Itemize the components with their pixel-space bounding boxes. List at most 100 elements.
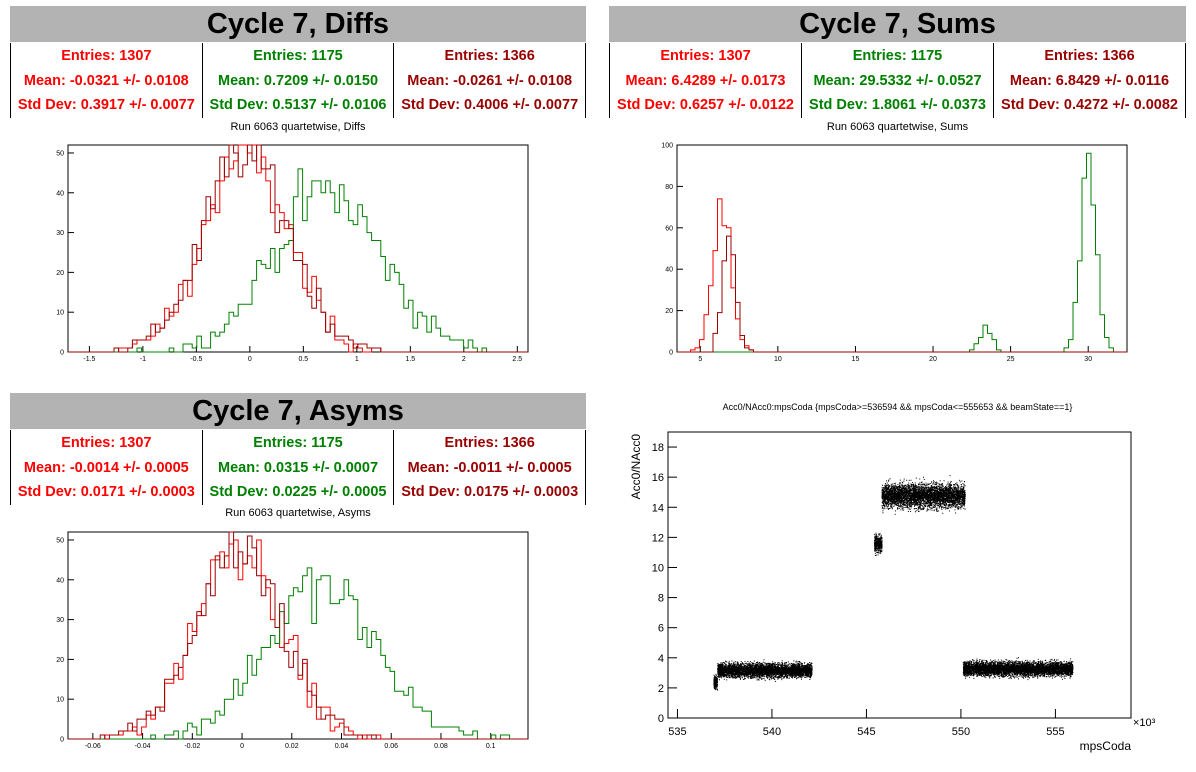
y-tick-label: 10: [56, 310, 64, 317]
y-tick-label: 100: [661, 143, 673, 150]
scatter-frame: [667, 431, 1132, 719]
y-tick-label: 18: [652, 442, 664, 454]
y-tick-label: 0: [658, 713, 664, 725]
stat-mean: Mean: -0.0261 +/- 0.0108: [407, 72, 573, 89]
x-tick-label: 30: [1084, 356, 1092, 363]
stat-entries: Entries: 1175: [253, 48, 343, 64]
diffs-frame: [67, 144, 529, 353]
stat-mean: Mean: 0.0315 +/- 0.0007: [218, 459, 379, 476]
stat-entries: Entries: 1366: [444, 48, 535, 64]
diffs-stat-green: Entries: 1175 Mean: 0.7209 +/- 0.0150 St…: [203, 43, 395, 118]
y-tick-label: 40: [56, 190, 64, 197]
x-axis-label: mpsCoda: [1080, 739, 1132, 753]
y-tick-label: 30: [56, 617, 64, 624]
x-tick-label: 535: [668, 726, 686, 738]
stat-entries: Entries: 1307: [61, 435, 152, 451]
x-scale-label: ×10³: [1133, 717, 1156, 729]
asyms-stat-red: Entries: 1307 Mean: -0.0014 +/- 0.0005 S…: [11, 430, 203, 505]
x-tick-label: 0.1: [486, 743, 496, 750]
x-tick-label: 0: [240, 743, 244, 750]
sums-title: Cycle 7, Sums: [609, 6, 1186, 42]
diffs-axes: -1.5 -1 -0.5 0 0.5 1 1.5 2 2.5 0 10 20 30 40 50: [56, 144, 529, 363]
y-tick-label: 0: [669, 350, 673, 357]
stat-std: Std Dev: 0.0171 +/- 0.0003: [17, 484, 195, 500]
sums-stat-darkred: Entries: 1366 Mean: 6.8429 +/- 0.0116 St…: [994, 43, 1185, 118]
sums-series: [677, 235, 1127, 353]
stat-mean: Mean: 6.8429 +/- 0.0116: [1009, 72, 1170, 89]
asyms-axes: -0.06 -0.04 -0.02 0 0.02 0.04 0.06 0.08 0.1 0 10 20…: [56, 531, 529, 750]
x-tick-label: 0.06: [384, 743, 398, 750]
stat-mean: Mean: 0.7209 +/- 0.0150: [218, 72, 379, 89]
sums-stat-green: Entries: 1175 Mean: 29.5332 +/- 0.0527 S…: [802, 43, 994, 118]
y-tick-label: 10: [652, 562, 664, 574]
y-tick-label: 0: [60, 350, 64, 357]
y-axis-label: Acc0/NAcc0: [629, 434, 643, 500]
asyms-stats: Entries: 1307 Mean: -0.0014 +/- 0.0005 S…: [10, 430, 586, 505]
diffs-stats: Entries: 1307 Mean: -0.0321 +/- 0.0108 S…: [10, 43, 586, 118]
y-tick-label: 20: [56, 270, 64, 277]
x-tick-label: 540: [763, 726, 781, 738]
x-tick-label: -1: [140, 356, 146, 363]
y-tick-label: 16: [652, 472, 664, 484]
x-tick-label: -0.04: [135, 743, 151, 750]
diffs-stat-red: Entries: 1307 Mean: -0.0321 +/- 0.0108 S…: [11, 43, 203, 118]
asyms-stat-darkred: Entries: 1366 Mean: -0.0011 +/- 0.0005 S…: [394, 430, 585, 505]
x-tick-label: -0.06: [85, 743, 101, 750]
x-tick-label: 2: [462, 356, 466, 363]
sums-series: [677, 198, 1127, 353]
stat-std: Std Dev: 0.6257 +/- 0.0122: [617, 97, 794, 113]
stat-mean: Mean: -0.0014 +/- 0.0005: [23, 459, 189, 476]
stat-entries: Entries: 1307: [660, 48, 751, 64]
sums-frame: [676, 144, 1128, 353]
stat-mean: Mean: 6.4289 +/- 0.0173: [625, 72, 786, 89]
y-tick-label: 6: [658, 623, 664, 635]
x-tick-label: -0.5: [190, 356, 202, 363]
y-tick-label: 14: [652, 502, 664, 514]
sums-series: [677, 152, 1127, 353]
asyms-series: [68, 567, 528, 740]
stat-mean: Mean: -0.0321 +/- 0.0108: [23, 72, 189, 89]
y-tick-label: 4: [658, 653, 664, 665]
x-tick-label: 10: [774, 356, 782, 363]
asyms-subtitle: Run 6063 quartetwise, Asyms: [225, 507, 371, 519]
x-tick-label: 15: [852, 356, 860, 363]
diffs-title: Cycle 7, Diffs: [10, 6, 586, 42]
y-tick-label: 50: [56, 150, 64, 157]
x-tick-label: 545: [857, 726, 875, 738]
y-tick-label: 40: [665, 267, 673, 274]
diffs-subtitle: Run 6063 quartetwise, Diffs: [230, 121, 366, 133]
x-tick-label: -0.02: [184, 743, 200, 750]
stat-std: Std Dev: 0.4272 +/- 0.0082: [1001, 97, 1178, 113]
x-tick-label: 0.04: [335, 743, 349, 750]
diffs-stat-darkred: Entries: 1366 Mean: -0.0261 +/- 0.0108 S…: [394, 43, 585, 118]
stat-std: Std Dev: 1.8061 +/- 0.0373: [809, 97, 986, 113]
x-tick-label: 2.5: [512, 356, 522, 363]
diffs-series: [68, 168, 528, 353]
y-tick-label: 0: [60, 737, 64, 744]
asyms-frame: [67, 531, 529, 740]
asyms-series: [68, 539, 528, 740]
stat-std: Std Dev: 0.5137 +/- 0.0106: [209, 97, 387, 113]
y-tick-label: 20: [665, 308, 673, 315]
scatter-title: Acc0/NAcc0:mpsCoda {mpsCoda>=536594 && m…: [722, 402, 1073, 412]
x-tick-label: 0.08: [434, 743, 448, 750]
y-tick-label: 30: [56, 230, 64, 237]
y-tick-label: 40: [56, 577, 64, 584]
y-tick-label: 10: [56, 697, 64, 704]
asyms-series: [68, 531, 528, 740]
asyms-title: Cycle 7, Asyms: [10, 393, 586, 429]
stat-std: Std Dev: 0.0225 +/- 0.0005: [209, 484, 387, 500]
stat-entries: Entries: 1175: [253, 435, 343, 451]
stat-entries: Entries: 1307: [61, 48, 152, 64]
stat-std: Std Dev: 0.3917 +/- 0.0077: [17, 97, 195, 113]
y-tick-label: 12: [652, 532, 664, 544]
sums-stats: Entries: 1307 Mean: 6.4289 +/- 0.0173 St…: [609, 43, 1186, 118]
scatter-points: [713, 475, 1074, 691]
x-tick-label: 1: [355, 356, 359, 363]
x-tick-label: 0: [248, 356, 252, 363]
stat-std: Std Dev: 0.0175 +/- 0.0003: [401, 484, 579, 500]
stat-mean: Mean: -0.0011 +/- 0.0005: [407, 459, 572, 476]
x-tick-label: 0.5: [298, 356, 308, 363]
stat-std: Std Dev: 0.4006 +/- 0.0077: [401, 97, 579, 113]
